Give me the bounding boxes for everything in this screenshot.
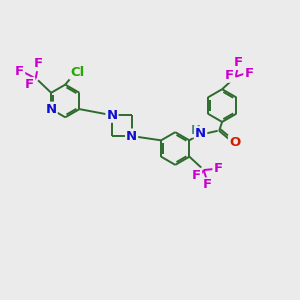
Text: F: F (25, 78, 34, 91)
Text: F: F (244, 67, 254, 80)
Text: F: F (225, 69, 234, 82)
Text: N: N (106, 109, 118, 122)
Text: F: F (15, 65, 24, 79)
Text: Cl: Cl (70, 66, 84, 79)
Text: F: F (203, 178, 212, 191)
Text: H: H (190, 124, 200, 137)
Text: F: F (192, 169, 201, 182)
Text: F: F (213, 162, 223, 176)
Text: N: N (195, 127, 206, 140)
Text: F: F (34, 57, 43, 70)
Text: N: N (126, 130, 137, 142)
Text: F: F (234, 56, 243, 69)
Text: O: O (229, 136, 240, 148)
Text: N: N (46, 103, 57, 116)
